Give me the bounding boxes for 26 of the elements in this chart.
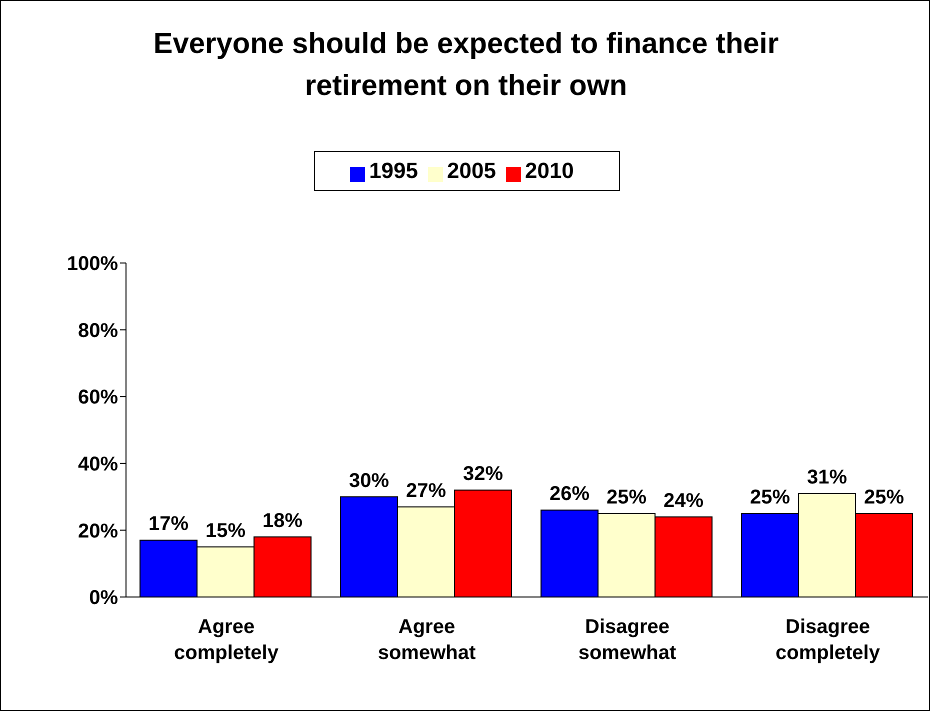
- legend-label: 2010: [524, 158, 574, 183]
- data-label: 32%: [463, 463, 504, 486]
- data-label: 25%: [750, 486, 790, 508]
- y-tick-label: 100%: [66, 253, 118, 276]
- data-label: 18%: [262, 510, 303, 532]
- data-label: 25%: [606, 486, 647, 508]
- y-tick-label: 80%: [78, 320, 118, 342]
- data-label: 26%: [550, 483, 590, 506]
- data-label: 24%: [664, 490, 704, 512]
- data-label: 31%: [807, 466, 848, 488]
- chart-title: Everyone should be expected to finance their retirement on their own: [152, 27, 780, 104]
- data-label: 27%: [406, 480, 446, 502]
- y-tick-label: 20%: [78, 520, 118, 542]
- data-label: 15%: [206, 520, 246, 542]
- legend-label: 1995: [369, 158, 418, 183]
- data-label: 30%: [349, 470, 390, 492]
- x-tick-label: Disagree completely: [776, 616, 881, 664]
- y-tick-label: 40%: [78, 454, 118, 476]
- x-tick-label: Disagree somewhat: [578, 616, 676, 664]
- y-tick-label: 0%: [89, 587, 118, 610]
- legend-label: 2005: [447, 158, 496, 183]
- y-tick-label: 60%: [78, 386, 118, 409]
- x-tick-label: Agree completely: [174, 616, 280, 664]
- data-label: 25%: [864, 486, 904, 508]
- data-label: 17%: [148, 513, 189, 536]
- x-tick-label: Agree somewhat: [378, 616, 476, 664]
